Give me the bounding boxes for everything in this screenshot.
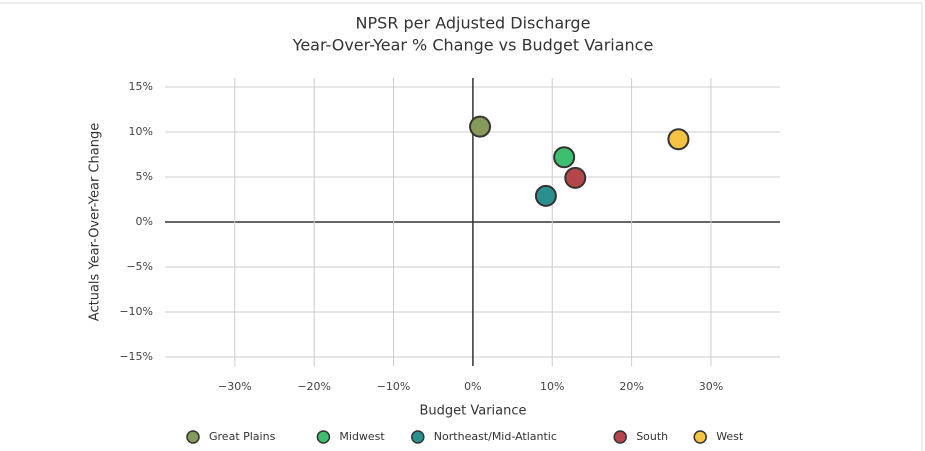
legend-label: South [636,430,668,443]
x-tick-label: −20% [297,380,331,393]
legend-label: Northeast/Mid-Atlantic [434,430,557,443]
y-tick-label: 10% [129,125,153,138]
y-tick-label: 0% [136,215,153,228]
y-tick-label: 5% [136,170,153,183]
legend-swatch [186,430,200,444]
x-tick-label: −30% [218,380,252,393]
x-tick-label: 20% [619,380,643,393]
y-tick-label: −10% [119,305,153,318]
y-tick-label: −5% [126,260,153,273]
point [534,184,557,207]
point [553,146,576,169]
legend-swatch [411,430,425,444]
point [667,128,690,151]
legend-swatch [316,430,331,444]
point [564,166,587,189]
x-axis-title: Budget Variance [419,404,526,419]
legend-label: West [716,430,744,443]
y-tick-label: −15% [119,350,153,363]
legend-swatch [693,430,707,444]
y-axis-title: Actuals Year-Over-Year Change [88,123,103,321]
chart-subtitle: Year-Over-Year % Change vs Budget Varian… [292,36,654,55]
legend-label: Midwest [339,430,385,443]
x-tick-label: 30% [699,380,723,393]
chart-title: NPSR per Adjusted Discharge [356,14,591,33]
legend-swatch [613,430,627,444]
legend-label: Great Plains [209,430,276,443]
x-tick-label: 10% [540,380,564,393]
x-tick-label: 0% [464,380,481,393]
y-tick-label: 15% [129,80,153,93]
x-tick-label: −10% [377,380,411,393]
point [469,115,492,138]
